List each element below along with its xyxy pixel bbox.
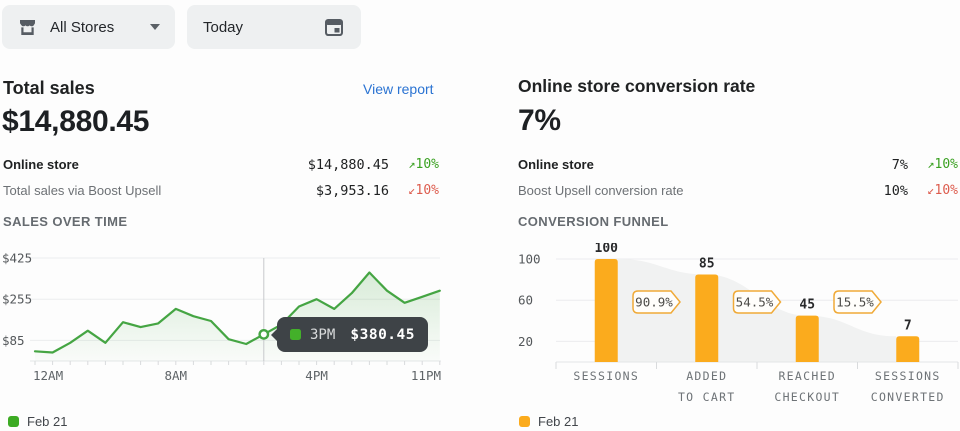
date-range-button[interactable]: Today: [187, 5, 361, 49]
x-axis-category-label: ADDED: [686, 369, 727, 383]
metric-row-boost-upsell: Boost Upsell conversion rate 10% ↙10%: [518, 180, 958, 201]
funnel-bar[interactable]: [695, 274, 719, 362]
chevron-down-icon: [150, 24, 160, 30]
funnel-bar[interactable]: [896, 336, 920, 362]
metric-row-boost-upsell: Total sales via Boost Upsell $3,953.16 ↙…: [3, 180, 439, 201]
x-axis-category-label: REACHED: [778, 369, 836, 383]
y-axis-label: $425: [2, 251, 32, 266]
metric-row-online-store: Online store $14,880.45 ↗10%: [3, 154, 439, 175]
tooltip-value: $380.45: [350, 326, 415, 343]
legend-label: Feb 21: [27, 414, 68, 429]
x-axis-category-label: SESSIONS: [875, 369, 941, 383]
trend-down-icon: ↙: [927, 183, 935, 197]
conversion-funnel-chart[interactable]: 20 60 100 100 85 45 7 90.9% 54.5% 15.5% SESSIONS AD…: [518, 243, 960, 406]
series-swatch: [290, 329, 301, 340]
metric-change: ↙10%: [927, 183, 958, 198]
y-axis-label: 100: [518, 252, 541, 267]
metric-row-online-store: Online store 7% ↗10%: [518, 154, 958, 175]
storefront-icon: [17, 17, 38, 38]
metric-label: Boost Upsell conversion rate: [518, 183, 684, 198]
tooltip-time: 3PM: [310, 326, 336, 343]
trend-up-icon: ↗: [927, 157, 935, 171]
funnel-percent-badge: [732, 290, 782, 314]
chart-tooltip: 3PM $380.45: [277, 317, 428, 352]
metric-change: ↗10%: [408, 157, 439, 172]
funnel-percent-label: 90.9%: [635, 295, 673, 310]
metric-label: Online store: [3, 157, 79, 172]
total-sales-title: Total sales: [3, 78, 95, 98]
y-axis-label: 60: [518, 293, 533, 308]
metric-value: $3,953.16: [315, 182, 389, 199]
trend-up-icon: ↗: [408, 157, 416, 171]
bar-value-label: 45: [799, 298, 815, 313]
legend-swatch: [519, 416, 530, 427]
hover-data-point[interactable]: [258, 328, 270, 340]
x-axis-label: 11PM: [411, 368, 441, 383]
conversion-rate-title: Online store conversion rate: [518, 76, 756, 96]
funnel-percent-badge: [833, 290, 882, 314]
x-axis-category-label: CHECKOUT: [774, 390, 840, 404]
y-axis-label: $85: [2, 333, 25, 348]
y-axis-label: $255: [2, 292, 32, 307]
x-axis-category-label: CONVERTED: [871, 390, 945, 404]
funnel-bar[interactable]: [594, 259, 618, 362]
metric-label: Online store: [518, 157, 594, 172]
total-sales-value: $14,880.45: [2, 105, 150, 138]
funnel-percent-label: 15.5%: [836, 295, 874, 310]
calendar-icon: [323, 16, 345, 38]
metric-change: ↗10%: [927, 157, 958, 172]
funnel-bar[interactable]: [795, 315, 819, 362]
x-axis-label: 4PM: [305, 368, 328, 383]
x-axis-label: 8AM: [165, 368, 188, 383]
trend-down-icon: ↙: [408, 183, 416, 197]
bar-value-label: 7: [904, 318, 912, 333]
sales-over-time-heading: SALES OVER TIME: [3, 214, 128, 229]
metric-change: ↙10%: [408, 183, 439, 198]
y-axis-label: 20: [518, 334, 533, 349]
funnel-percent-label: 54.5%: [736, 295, 774, 310]
conversion-rate-value: 7%: [518, 104, 561, 137]
bar-value-label: 100: [595, 243, 619, 256]
legend-label: Feb 21: [538, 414, 579, 429]
store-selector-button[interactable]: All Stores: [2, 5, 175, 49]
x-axis-category-label: TO CART: [678, 390, 736, 404]
funnel-percent-badge: [632, 290, 681, 314]
x-axis-category-label: SESSIONS: [573, 369, 639, 383]
metric-value: 10%: [883, 182, 908, 199]
metric-label: Total sales via Boost Upsell: [3, 183, 162, 198]
metric-value: $14,880.45: [307, 156, 389, 173]
conversion-breakdown: Online store 7% ↗10% Boost Upsell conver…: [518, 154, 958, 201]
x-axis-label: 12AM: [33, 368, 63, 383]
sales-line-series: [33, 271, 441, 354]
funnel-chart-legend: Feb 21: [519, 414, 578, 429]
bar-value-label: 85: [699, 256, 715, 271]
metric-value: 7%: [891, 156, 908, 173]
legend-swatch: [8, 416, 19, 427]
view-report-link[interactable]: View report: [363, 81, 434, 97]
store-selector-label: All Stores: [50, 18, 115, 36]
date-range-label: Today: [203, 18, 244, 36]
total-sales-breakdown: Online store $14,880.45 ↗10% Total sales…: [3, 154, 439, 201]
sales-chart-legend: Feb 21: [8, 414, 67, 429]
conversion-funnel-heading: CONVERSION FUNNEL: [518, 214, 669, 229]
